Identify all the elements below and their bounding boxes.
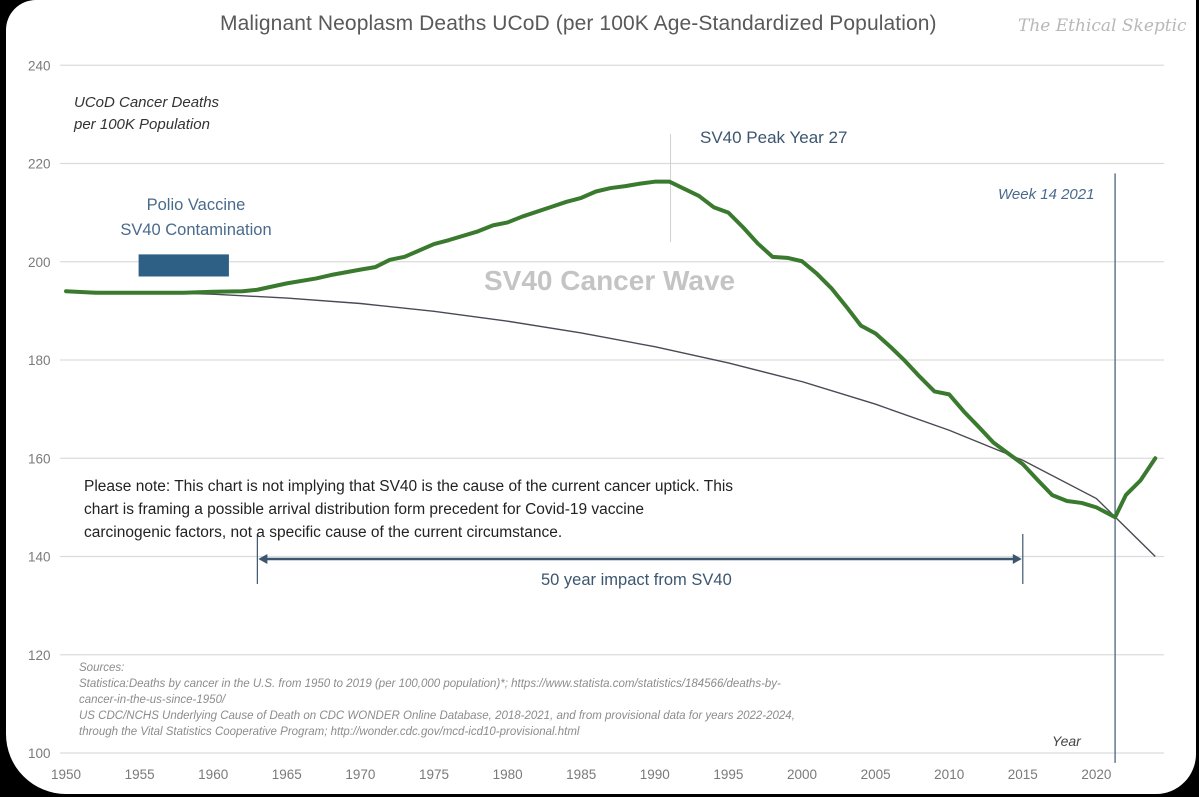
x-tick-label: 1995	[713, 767, 743, 782]
week-annotation: Week 14 2021	[998, 186, 1095, 203]
impact-arrow-right-head	[1012, 553, 1022, 564]
cancer-deaths-line	[64, 179, 1158, 520]
x-tick-label: 1980	[493, 767, 523, 782]
y-tick-label: 140	[28, 550, 51, 565]
impact-annotation: 50 year impact from SV40	[541, 571, 732, 589]
y-axis-label: UCoD Cancer Deaths per 100K Population	[74, 92, 219, 136]
source-line: Statistica:Deaths by cancer in the U.S. …	[79, 678, 781, 690]
chart-canvas: 100 120 140 160 180 200 220 240 1950 1955 1960 196…	[28, 58, 1164, 782]
x-axis-title: Year	[1052, 733, 1081, 749]
polio-bar	[138, 254, 229, 277]
source-line: US CDC/NCHS Underlying Cause of Death on…	[79, 710, 795, 722]
chart-title: Malignant Neoplasm Deaths UCoD (per 100K…	[220, 12, 937, 35]
source-line: Sources:	[79, 662, 125, 674]
y-axis-label-line: per 100K Population	[74, 116, 210, 133]
sources-block: Sources: Statistica:Deaths by cancer in …	[79, 660, 939, 740]
x-tick-label: 1970	[345, 767, 375, 782]
y-tick-label: 160	[28, 451, 51, 466]
peak-annotation: SV40 Peak Year 27	[700, 128, 848, 147]
y-tick-label: 220	[28, 157, 51, 172]
x-tick-label: 1990	[640, 767, 670, 782]
y-tick-label: 120	[28, 648, 51, 663]
y-tick-labels: 100 120 140 160 180 200 220 240	[28, 58, 51, 761]
x-tick-label: 2010	[934, 767, 964, 782]
x-tick-label: 2015	[1008, 767, 1038, 782]
impact-arrow-left-head	[258, 553, 268, 564]
x-tick-label: 2005	[861, 767, 891, 782]
x-tick-label: 2000	[787, 767, 817, 782]
y-tick-label: 100	[28, 746, 51, 761]
x-tick-label: 2020	[1081, 767, 1111, 782]
y-tick-label: 180	[28, 353, 51, 368]
x-tick-label: 1965	[272, 767, 302, 782]
series-lines	[64, 179, 1158, 557]
x-tick-label: 1950	[51, 767, 81, 782]
x-tick-label: 1985	[566, 767, 596, 782]
y-tick-label: 200	[28, 255, 51, 270]
gridlines	[60, 64, 1164, 754]
source-line: cancer-in-the-us-since-1950/	[79, 694, 226, 706]
y-axis-label-line: UCoD Cancer Deaths	[74, 94, 220, 111]
x-tick-label: 1955	[125, 767, 155, 782]
x-tick-label: 1975	[419, 767, 449, 782]
annotation-marks	[138, 134, 1116, 763]
polio-label-line: Polio Vaccine	[146, 196, 246, 214]
disclaimer-note: Please note: This chart is not implying …	[84, 478, 734, 541]
wave-annotation: SV40 Cancer Wave	[484, 265, 736, 296]
source-line: through the Vital Statistics Cooperative…	[79, 726, 580, 738]
watermark-brand: The Ethical Skeptic	[1018, 16, 1187, 36]
y-tick-label: 240	[28, 58, 51, 73]
polio-label-line: SV40 Contamination	[120, 221, 272, 239]
x-tick-label: 1960	[198, 767, 228, 782]
x-tick-labels: 1950 1955 1960 1965 1970 1975 1980 1985 1990 1995…	[51, 767, 1111, 782]
polio-annotation: Polio Vaccine SV40 Contamination	[106, 193, 286, 243]
chart-frame: 100 120 140 160 180 200 220 240 1950 1955 1960 196…	[6, 0, 1196, 794]
baseline-trend-line	[65, 290, 1156, 557]
